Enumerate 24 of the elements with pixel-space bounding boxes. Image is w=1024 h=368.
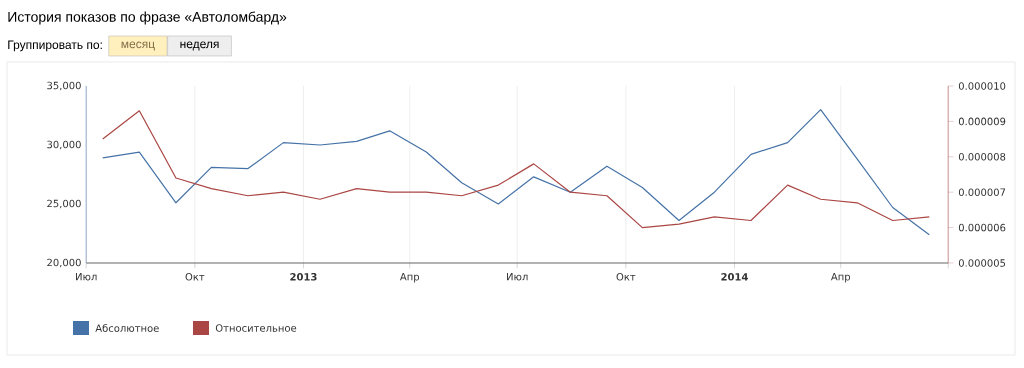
x-tick-label: Июл [507, 273, 528, 281]
y-tick-label: 30,000 [47, 140, 81, 150]
x-tick-label: 2014 [721, 273, 748, 281]
text: неделя [180, 41, 219, 51]
legend-label: Абсолютное [95, 324, 159, 332]
x-tick-label: Окт [616, 273, 636, 281]
y2-tick-label: 0.000007 [958, 188, 1006, 196]
y-tick-label: 20,000 [47, 258, 81, 268]
y2-tick-label: 0.000006 [958, 223, 1006, 232]
x-tick-label: Июл [76, 273, 97, 281]
x-tick-label: Апр [830, 273, 851, 283]
y2-tick-label: 0.000005 [958, 259, 1006, 267]
y2-tick-label: 0.000010 [958, 82, 1006, 90]
x-tick-label: 2013 [290, 273, 317, 281]
text: Группировать по: [8, 40, 102, 52]
x-tick-label: Апр [399, 273, 420, 283]
text: месяц [121, 41, 155, 51]
x-tick-label: Окт [185, 273, 205, 281]
legend-label: Относительное [215, 324, 297, 332]
y2-tick-label: 0.000009 [958, 117, 1006, 126]
chart-title: История показов по фразе «Автоломбард» [8, 11, 287, 25]
y-tick-label: 35,000 [47, 81, 81, 91]
y-tick-label: 25,000 [47, 199, 81, 209]
y2-tick-label: 0.000008 [958, 153, 1006, 161]
